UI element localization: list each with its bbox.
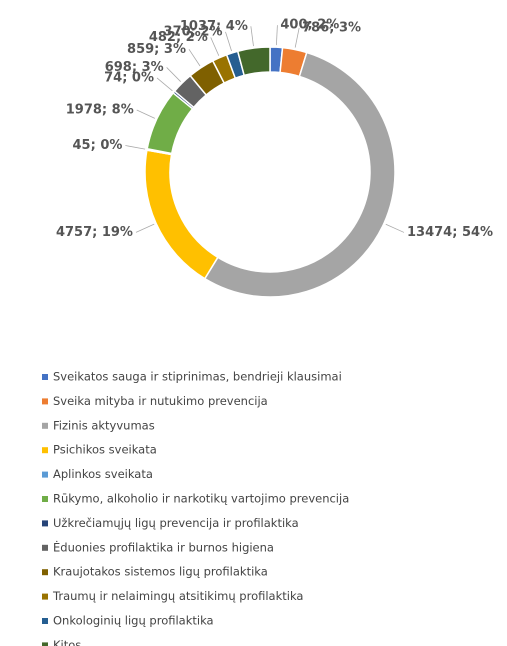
legend-swatch xyxy=(42,422,48,429)
legend-label: Fizinis aktyvumas xyxy=(53,418,155,432)
leader-line xyxy=(135,223,155,233)
legend-label: Sveika mityba ir nutukimo prevencija xyxy=(53,394,268,408)
legend-label: Rūkymo, alkoholio ir narkotikų vartojimo… xyxy=(53,492,349,506)
data-label: 482; 2% xyxy=(149,30,208,45)
data-label: 1037; 4% xyxy=(180,19,248,34)
leader-line xyxy=(250,26,254,47)
data-label: 4757; 19% xyxy=(56,225,133,240)
leader-line xyxy=(125,145,146,150)
leader-line xyxy=(210,37,220,56)
leader-line xyxy=(385,223,405,233)
data-label: 370; 2% xyxy=(164,24,223,39)
leader-line xyxy=(166,67,182,82)
leader-line xyxy=(188,49,201,67)
leader-line xyxy=(275,25,278,46)
data-label: 13474; 54% xyxy=(407,225,493,240)
donut-segment xyxy=(236,46,271,77)
donut-segment xyxy=(203,51,396,298)
legend-label: Psichikos sveikata xyxy=(53,443,157,457)
legend-label: Onkologinių ligų profilaktika xyxy=(53,614,214,628)
legend-swatch xyxy=(42,520,48,527)
legend-label: Ėduonies profilaktika ir burnos higiena xyxy=(53,539,274,554)
legend-label: Kraujotakos sistemos ligų profilaktika xyxy=(53,565,268,579)
legend-label: Sveikatos sauga ir stiprinimas, bendriej… xyxy=(53,370,342,384)
legend-swatch xyxy=(42,471,48,478)
legend-label: Traumų ir nelaimingų atsitikimų profilak… xyxy=(52,589,303,603)
legend-swatch xyxy=(42,398,48,405)
leader-line xyxy=(136,109,156,119)
legend-swatch xyxy=(42,618,48,624)
legend-swatch xyxy=(42,593,48,600)
leader-line xyxy=(294,27,300,48)
data-label: 45; 0% xyxy=(73,138,123,153)
legend-label: Aplinkos sveikata xyxy=(53,467,153,481)
data-label: 74; 0% xyxy=(104,70,154,85)
legend-swatch xyxy=(42,496,48,502)
legend-swatch xyxy=(42,544,48,551)
data-label: 786; 3% xyxy=(302,20,361,35)
legend-swatch xyxy=(42,642,48,646)
leader-line xyxy=(225,31,232,52)
data-label: 1978; 8% xyxy=(66,102,134,117)
legend-label: Kitos xyxy=(53,638,81,646)
donut-segment xyxy=(144,149,219,280)
data-label: 400; 2% xyxy=(280,18,339,33)
legend-swatch xyxy=(42,569,48,576)
data-label: 698; 3% xyxy=(105,60,164,75)
legend-label: Užkrečiamųjų ligų prevencija ir profilak… xyxy=(53,516,299,530)
legend-swatch xyxy=(42,447,48,454)
data-label: 859; 3% xyxy=(127,42,186,57)
legend-swatch xyxy=(42,374,48,380)
leader-line xyxy=(156,77,173,92)
